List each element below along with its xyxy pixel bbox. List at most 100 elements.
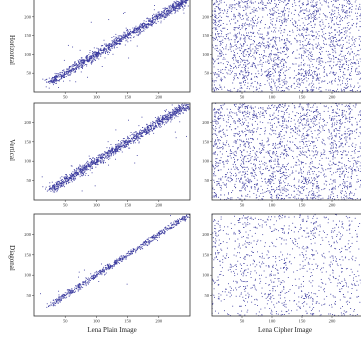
- data-point: [245, 22, 246, 24]
- data-point: [70, 71, 72, 73]
- data-point: [53, 77, 55, 79]
- data-point: [213, 22, 215, 24]
- data-point: [349, 107, 351, 109]
- data-point: [335, 40, 337, 42]
- data-point: [257, 21, 259, 23]
- data-point: [130, 141, 131, 143]
- data-point: [293, 77, 295, 79]
- data-point: [97, 54, 99, 56]
- data-point: [124, 44, 126, 46]
- data-point: [354, 193, 356, 195]
- data-point: [214, 16, 216, 18]
- data-point: [96, 161, 98, 163]
- data-point: [220, 12, 222, 14]
- data-point: [343, 63, 345, 65]
- data-point: [170, 117, 172, 119]
- data-point: [165, 11, 167, 13]
- data-point: [74, 173, 75, 175]
- data-point: [139, 137, 140, 139]
- data-point: [69, 177, 71, 179]
- data-point: [219, 36, 221, 38]
- data-point: [351, 11, 353, 13]
- data-point: [55, 182, 57, 184]
- data-point: [142, 23, 143, 25]
- data-point: [57, 76, 59, 77]
- data-point: [226, 44, 227, 46]
- data-point: [182, 105, 184, 107]
- data-point: [231, 46, 232, 48]
- data-point: [342, 64, 344, 66]
- data-point: [347, 69, 349, 71]
- data-point: [337, 45, 339, 46]
- data-point: [63, 75, 65, 77]
- data-point: [87, 164, 89, 166]
- data-point: [241, 34, 242, 36]
- data-point: [175, 0, 177, 2]
- data-point: [117, 148, 119, 149]
- data-point: [133, 28, 135, 29]
- data-point: [143, 27, 145, 29]
- data-point: [116, 46, 118, 48]
- data-point: [112, 148, 114, 150]
- data-point: [180, 5, 182, 6]
- data-point: [116, 145, 118, 146]
- data-point: [271, 0, 272, 2]
- data-point: [254, 173, 256, 175]
- data-point: [215, 27, 217, 29]
- data-point: [126, 34, 128, 36]
- data-point: [163, 10, 165, 11]
- data-point: [115, 149, 116, 151]
- data-point: [69, 70, 71, 72]
- data-point: [178, 104, 180, 106]
- data-point: [175, 113, 177, 114]
- data-point: [358, 35, 360, 37]
- data-point: [351, 25, 353, 27]
- data-point: [236, 34, 237, 36]
- data-point: [254, 76, 256, 78]
- data-point: [91, 59, 93, 61]
- data-point: [279, 51, 281, 53]
- data-point: [78, 170, 80, 172]
- data-point: [298, 80, 300, 82]
- data-point: [267, 31, 269, 33]
- data-point: [243, 140, 244, 142]
- data-point: [312, 193, 313, 194]
- data-point: [164, 15, 166, 17]
- data-point: [297, 84, 299, 86]
- data-point: [73, 174, 75, 176]
- data-point: [131, 134, 133, 136]
- data-point: [230, 39, 232, 41]
- data-point: [334, 12, 336, 14]
- data-point: [78, 61, 80, 63]
- data-point: [276, 20, 278, 22]
- data-point: [279, 38, 281, 40]
- data-point: [107, 46, 109, 48]
- data-point: [323, 81, 325, 82]
- data-point: [338, 34, 340, 36]
- data-point: [139, 27, 141, 29]
- data-point: [51, 81, 53, 83]
- data-point: [229, 73, 231, 75]
- data-point: [307, 24, 309, 25]
- data-point: [308, 23, 310, 24]
- data-point: [272, 13, 274, 15]
- data-point: [232, 6, 234, 8]
- data-point: [249, 88, 250, 90]
- data-point: [237, 28, 239, 29]
- data-point: [177, 106, 179, 108]
- data-point: [237, 20, 239, 22]
- data-point: [174, 114, 176, 116]
- data-point: [157, 21, 159, 23]
- data-point: [246, 44, 248, 46]
- data-point: [303, 12, 304, 14]
- data-point: [242, 14, 244, 16]
- data-point: [146, 133, 147, 135]
- data-point: [115, 146, 116, 148]
- data-point: [252, 62, 254, 63]
- data-point: [242, 26, 244, 28]
- data-point: [251, 172, 253, 174]
- data-point: [154, 128, 156, 130]
- data-point: [343, 73, 345, 75]
- data-point: [120, 39, 122, 41]
- data-point: [162, 122, 164, 124]
